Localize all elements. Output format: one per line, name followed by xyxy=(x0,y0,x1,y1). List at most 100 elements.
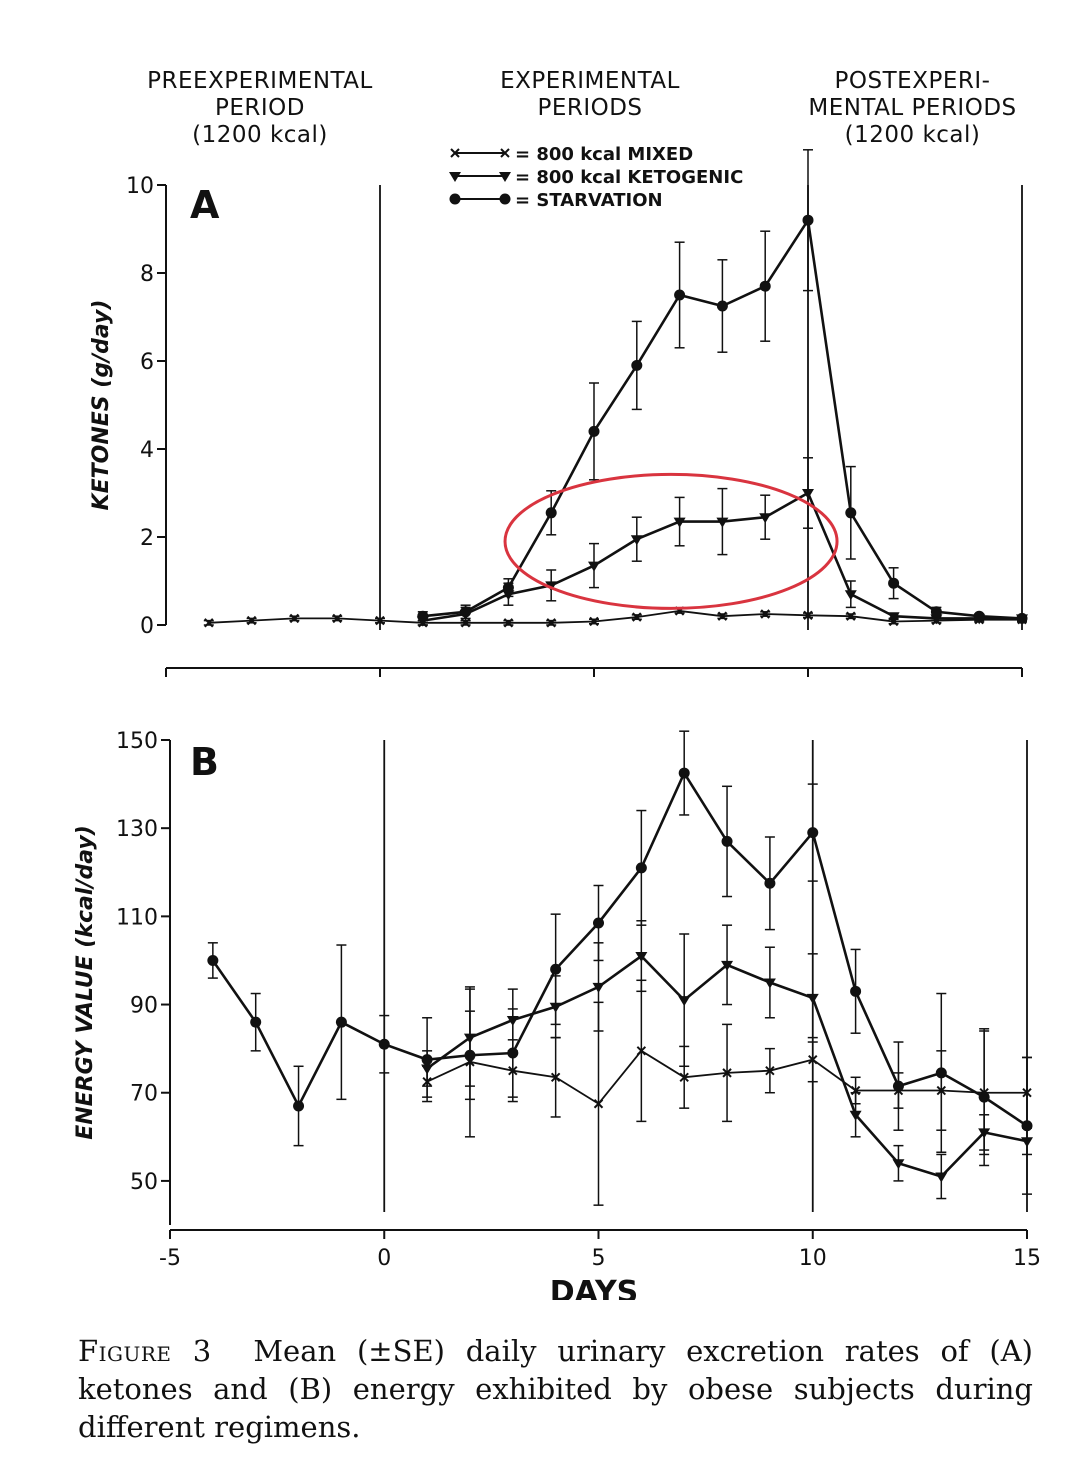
x-axis-label: DAYS xyxy=(550,1275,639,1300)
panel-a-point-800-kcal-mixed-day-8 xyxy=(717,611,728,621)
panel-b-point-800-kcal-mixed-day-8 xyxy=(722,1068,732,1078)
panel-a-point-800-kcal-mixed-day-11 xyxy=(846,611,856,621)
panel-a-point-800-kcal-mixed-day-3 xyxy=(503,618,514,628)
panel-a-series-starvation xyxy=(417,149,1028,624)
panel-a-point-800-kcal-mixed-day-10 xyxy=(803,610,813,621)
panel-b-x-tick-label-10: 10 xyxy=(799,1246,827,1271)
panel-b-point-starvation-day-12 xyxy=(892,1080,904,1092)
panel-b-x-tick-label-0: 0 xyxy=(377,1246,391,1271)
panel-b-point-starvation-day-1 xyxy=(421,1054,433,1066)
panel-b-series-800-kcal-mixed xyxy=(422,979,1032,1206)
panel-b-point-starvation-day-6 xyxy=(635,862,647,874)
panel-a-point-starvation-day-8 xyxy=(716,300,728,312)
panel-b-point-800-kcal-mixed-day-5 xyxy=(593,1099,604,1109)
panel-a-point-800-kcal-mixed-day-5 xyxy=(589,616,599,627)
panel-a-point-800-kcal-ketogenic-day-5 xyxy=(588,561,600,572)
panel-a-point-800-kcal-mixed-day-m4 xyxy=(204,618,214,628)
figure-chart: = 800 kcal MIXED= 800 kcal KETOGENIC= ST… xyxy=(73,144,1041,1300)
legend-label-triangle: = 800 kcal KETOGENIC xyxy=(515,167,743,188)
header-experimental: EXPERIMENTAL PERIODS xyxy=(440,68,740,122)
panel-b-point-starvation-day-10 xyxy=(807,827,819,839)
legend-marker-start-dot xyxy=(449,193,461,205)
legend-label-dot: = STARVATION xyxy=(515,190,663,211)
header-exp-line2: PERIODS xyxy=(537,95,643,121)
panel-b-point-starvation-day-4 xyxy=(550,963,562,975)
panel-a-point-800-kcal-ketogenic-day-7 xyxy=(673,517,686,528)
legend-item-dot: = STARVATION xyxy=(449,190,663,211)
panel-a-y-tick-label-8: 8 xyxy=(140,262,154,287)
figure-caption: Figure 3 Mean (±SE) daily urinary excret… xyxy=(78,1332,1033,1446)
caption-text: Mean (±SE) daily urinary excretion rates… xyxy=(78,1334,1033,1444)
panel-a-point-starvation-day-4 xyxy=(545,507,557,519)
panel-b-point-starvation-day-2 xyxy=(464,1049,476,1061)
legend: = 800 kcal MIXED= 800 kcal KETOGENIC= ST… xyxy=(449,144,743,211)
panel-b-point-800-kcal-mixed-day-10 xyxy=(808,1054,818,1065)
panel-a-y-axis-label: KETONES (g/day) xyxy=(89,300,114,511)
panel-a-point-starvation-day-10 xyxy=(802,214,814,226)
panel-b-line-starvation xyxy=(211,770,1028,1127)
panel-b-x-tick-label-m5: -5 xyxy=(159,1246,181,1271)
panel-a-y-tick-label-4: 4 xyxy=(140,438,154,463)
panel-b-point-starvation-day-m3 xyxy=(250,1016,262,1028)
panel-a-point-800-kcal-mixed-day-0 xyxy=(375,615,385,626)
panel-a-point-800-kcal-ketogenic-day-12 xyxy=(887,612,900,623)
panel-a-point-starvation-day-6 xyxy=(631,359,643,371)
legend-marker-end-triangle xyxy=(499,172,511,182)
panel-b-point-starvation-day-14 xyxy=(978,1091,990,1103)
panel-a-label: A xyxy=(190,183,220,227)
panel-b-point-800-kcal-ketogenic-day-9 xyxy=(763,978,776,989)
panel-a-line-800-kcal-mixed xyxy=(208,610,1022,624)
panel-b-series-starvation xyxy=(207,730,1033,1195)
header-pre-line2: PERIOD xyxy=(215,95,305,121)
header-post-line2: MENTAL PERIODS xyxy=(808,95,1017,121)
legend-marker-end-x xyxy=(500,148,510,158)
panel-a-point-800-kcal-ketogenic-day-9 xyxy=(759,513,772,524)
panel-a-point-800-kcal-mixed-day-m2 xyxy=(289,613,300,624)
panel-a-point-800-kcal-mixed-day-m1 xyxy=(332,613,342,624)
legend-marker-end-dot xyxy=(499,193,511,205)
panel-b-point-800-kcal-mixed-day-4 xyxy=(550,1072,561,1083)
panel-b-point-800-kcal-ketogenic-day-5 xyxy=(592,982,605,993)
panel-a-point-starvation-day-9 xyxy=(759,280,771,292)
panel-b-label: B xyxy=(190,740,219,784)
panel-a-point-starvation-day-11 xyxy=(845,507,857,519)
header-exp-line1: EXPERIMENTAL xyxy=(500,68,680,94)
legend-label-x: = 800 kcal MIXED xyxy=(515,144,693,165)
panel-b-y-tick-label-130: 130 xyxy=(116,817,158,842)
panel-b-point-starvation-day-3 xyxy=(507,1047,519,1059)
panel-a-series-800-kcal-ketogenic xyxy=(416,457,1028,627)
panel-b-energy: 50 70 90 110 130 150 -5 0 5 10 15 B ENERGY VALUE (kc… xyxy=(73,729,1041,1271)
panel-a-ketones: 0 2 4 6 8 10 A KETONES (g/day) xyxy=(89,149,1028,677)
panel-b-point-starvation-day-8 xyxy=(721,835,733,847)
panel-b-point-starvation-day-11 xyxy=(850,985,862,997)
header-preexperimental: PREEXPERIMENTAL PERIOD (1200 kcal) xyxy=(110,68,410,149)
caption-label: Figure 3 xyxy=(78,1334,212,1368)
panel-b-point-800-kcal-ketogenic-day-11 xyxy=(849,1110,862,1121)
panel-a-point-starvation-day-7 xyxy=(674,289,686,301)
panel-a-highlight-ellipse xyxy=(503,472,839,610)
panel-a-point-starvation-day-5 xyxy=(588,425,600,437)
legend-marker-start-triangle xyxy=(449,172,461,182)
panel-b-y-tick-label-70: 70 xyxy=(130,1082,158,1107)
header-post-line1: POSTEXPERI- xyxy=(834,68,991,94)
legend-item-x: = 800 kcal MIXED xyxy=(450,144,693,165)
panel-b-point-starvation-day-5 xyxy=(593,917,604,929)
panel-a-point-800-kcal-ketogenic-day-6 xyxy=(630,535,643,546)
panel-b-point-800-kcal-mixed-day-6 xyxy=(636,1046,647,1056)
panel-b-y-tick-label-110: 110 xyxy=(116,905,158,930)
panel-b-point-starvation-day-15 xyxy=(1021,1120,1033,1132)
panel-b-point-800-kcal-ketogenic-day-12 xyxy=(892,1159,905,1170)
panel-b-point-800-kcal-ketogenic-day-6 xyxy=(635,952,648,963)
header-postexperimental: POSTEXPERI- MENTAL PERIODS (1200 kcal) xyxy=(775,68,1050,149)
header-pre-line3: (1200 kcal) xyxy=(192,122,328,148)
panel-b-point-800-kcal-ketogenic-day-8 xyxy=(721,960,734,971)
panel-a-point-800-kcal-ketogenic-day-10 xyxy=(802,489,814,499)
panel-b-x-tick-label-15: 15 xyxy=(1013,1246,1041,1271)
panel-a-point-starvation-day-13 xyxy=(930,606,942,618)
panel-b-y-tick-label-50: 50 xyxy=(130,1170,158,1195)
panel-b-series-800-kcal-ketogenic xyxy=(421,920,1033,1200)
panel-b-point-starvation-day-0 xyxy=(378,1038,390,1050)
panel-b-y-tick-label-90: 90 xyxy=(130,994,158,1019)
panel-a-y-tick-label-0: 0 xyxy=(140,614,154,639)
panel-b-point-800-kcal-ketogenic-day-13 xyxy=(935,1172,948,1183)
